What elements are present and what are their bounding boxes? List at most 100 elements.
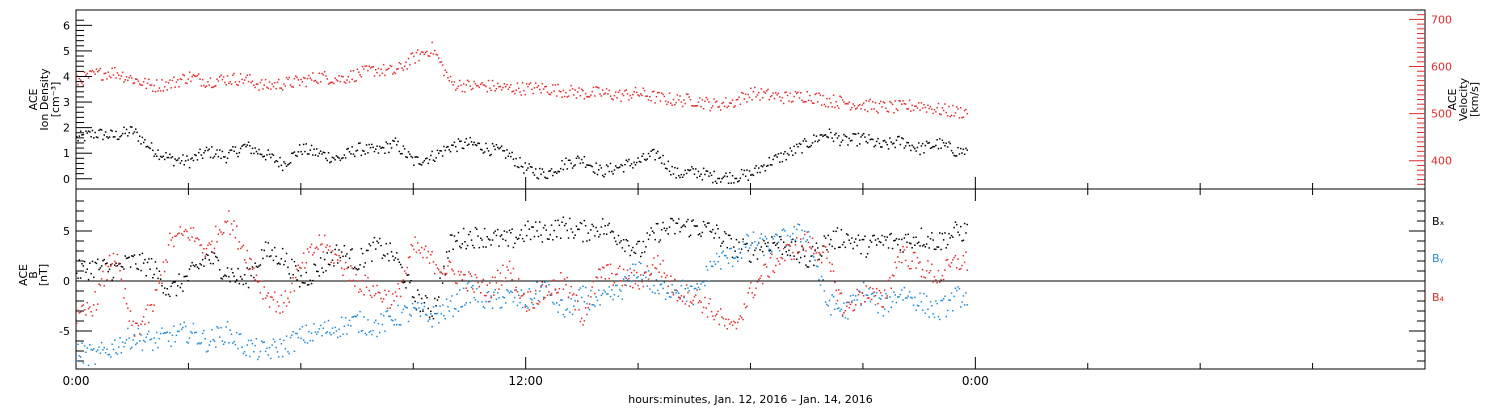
velocity-point	[566, 96, 568, 98]
by-point	[708, 280, 710, 282]
density-point	[866, 142, 869, 144]
velocity-point	[768, 98, 770, 101]
bx-point	[853, 241, 856, 243]
velocity-point	[81, 82, 83, 84]
bz-point	[592, 280, 595, 283]
velocity-point	[588, 96, 591, 98]
by-point	[827, 305, 829, 307]
velocity-point	[157, 90, 159, 92]
velocity-point	[541, 83, 544, 85]
bz-point	[578, 309, 580, 311]
bz-point	[885, 297, 887, 299]
bz-point	[188, 239, 191, 241]
velocity-point	[330, 81, 332, 84]
density-point	[523, 172, 525, 174]
by-point	[912, 304, 915, 306]
bz-point	[128, 320, 130, 322]
by-point	[928, 316, 930, 318]
by-point	[781, 229, 784, 231]
by-point	[740, 257, 743, 259]
by-point	[622, 278, 625, 280]
bx-point	[625, 239, 627, 241]
by-point	[777, 241, 780, 243]
bz-point	[801, 244, 803, 247]
density-point	[737, 181, 739, 183]
by-point	[146, 333, 149, 335]
density-point	[356, 149, 359, 152]
by-point	[826, 303, 828, 306]
density-point	[216, 149, 218, 151]
bz-point	[97, 303, 99, 305]
bz-point	[832, 270, 835, 272]
bz-point	[500, 284, 503, 286]
bx-point	[590, 229, 592, 231]
bx-point	[683, 224, 685, 226]
bz-point	[954, 254, 957, 257]
velocity-point	[135, 78, 137, 80]
density-point	[82, 133, 85, 136]
bz-point	[224, 220, 226, 223]
bz-point	[860, 303, 862, 305]
bx-point	[98, 268, 100, 271]
bz-point	[527, 291, 529, 293]
velocity-point	[744, 93, 747, 95]
density-point	[609, 162, 612, 165]
bx-point	[285, 252, 288, 255]
bx-point	[878, 240, 881, 243]
by-point	[899, 293, 902, 296]
bx-point	[434, 297, 436, 300]
velocity-point	[267, 87, 269, 90]
bz-point	[499, 272, 502, 274]
density-point	[781, 160, 784, 163]
bx-point	[396, 252, 398, 254]
bz-point	[118, 262, 120, 264]
by-point	[890, 306, 892, 308]
bz-point	[441, 273, 444, 275]
bz-point	[865, 285, 867, 287]
velocity-point	[841, 99, 844, 101]
density-point	[956, 155, 958, 157]
by-point	[869, 300, 871, 303]
bz-point	[545, 285, 547, 287]
bz-point	[274, 291, 276, 293]
bx-point	[330, 251, 332, 254]
bx-point	[382, 254, 385, 256]
density-point	[233, 150, 235, 152]
bz-point	[617, 267, 620, 270]
velocity-point	[264, 78, 267, 81]
velocity-axis-label-line2: Velocity	[1457, 77, 1470, 121]
density-point	[258, 148, 260, 151]
density-point	[705, 170, 707, 172]
bz-point	[718, 323, 721, 326]
bx-point	[179, 286, 182, 289]
bx-point	[828, 243, 831, 246]
velocity-point	[276, 81, 279, 83]
by-point	[402, 308, 405, 311]
bx-point	[638, 240, 641, 243]
velocity-point	[877, 112, 879, 114]
density-point	[890, 141, 892, 143]
velocity-point	[786, 94, 789, 97]
bx-point	[184, 275, 187, 278]
velocity-point	[948, 105, 950, 108]
by-point	[658, 292, 660, 295]
bx-point	[815, 242, 818, 244]
velocity-point	[657, 91, 659, 94]
density-point	[238, 151, 241, 154]
by-point	[439, 305, 441, 307]
bz-point	[203, 248, 205, 250]
by-point	[460, 306, 462, 308]
bz-point	[379, 292, 381, 294]
by-point	[734, 257, 736, 259]
velocity-point	[598, 87, 600, 89]
by-point	[782, 228, 785, 230]
velocity-point	[578, 87, 580, 89]
density-point	[93, 137, 95, 139]
velocity-point	[818, 92, 820, 94]
bz-point	[137, 324, 140, 327]
velocity-point	[102, 79, 104, 81]
by-point	[243, 351, 246, 353]
velocity-point	[615, 91, 617, 93]
bz-point	[79, 311, 82, 313]
density-point	[630, 163, 633, 165]
